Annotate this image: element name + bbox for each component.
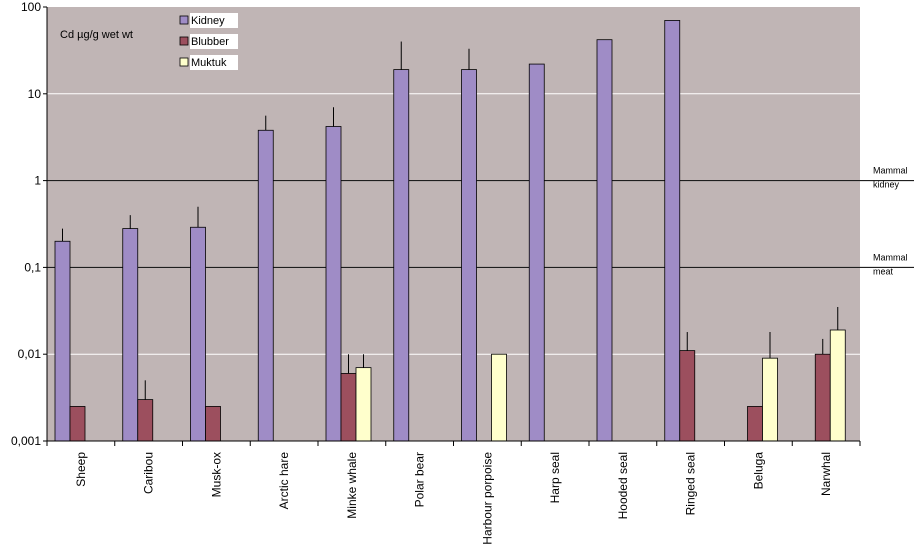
bar-blubber	[205, 406, 221, 442]
legend-label-bg	[190, 34, 238, 49]
bar-kidney	[393, 69, 410, 442]
bar-blubber	[69, 406, 86, 442]
bar-kidney	[596, 39, 613, 442]
category-label: Hooded seal	[616, 452, 630, 519]
bar-blubber	[340, 373, 357, 442]
category-label: Beluga	[751, 452, 765, 490]
bar-muktuk	[762, 357, 778, 442]
y-tick-label: 10	[28, 87, 42, 101]
category-label: Musk-ox	[209, 452, 223, 497]
reference-label: meat	[873, 266, 894, 276]
legend-label: Muktuk	[191, 57, 227, 69]
bar-blubber	[747, 406, 763, 442]
bar-kidney	[664, 20, 681, 442]
category-label: Caribou	[142, 452, 156, 494]
reference-label: Mammal	[873, 252, 908, 262]
category-label: Narwhal	[819, 452, 833, 496]
category-label: Harp seal	[548, 452, 562, 503]
legend: Kidney Blubber Muktuk	[179, 13, 238, 70]
legend-swatch	[179, 15, 189, 25]
y-axis-ticks: 0,001 0,01 0,1 1 10 100	[11, 0, 47, 448]
category-label: Sheep	[74, 452, 88, 487]
bar-kidney	[528, 63, 545, 442]
reference-label: Mammal	[873, 166, 908, 176]
legend-swatch	[179, 57, 189, 67]
bar-blubber	[679, 350, 696, 442]
category-label: Minke whale	[345, 452, 359, 519]
category-label: Arctic hare	[277, 452, 291, 510]
y-tick-label: 0,01	[18, 347, 42, 361]
legend-label: Kidney	[191, 15, 225, 27]
bar-muktuk	[491, 353, 507, 442]
error-bars	[62, 41, 839, 400]
category-label: Ringed seal	[684, 452, 698, 515]
bar-kidney	[122, 228, 139, 442]
legend-swatch	[179, 36, 189, 46]
bar-blubber	[814, 353, 831, 442]
legend-label-bg	[190, 55, 238, 70]
bar-kidney	[461, 69, 477, 442]
bar-muktuk	[829, 329, 846, 442]
bar-blubber	[137, 399, 154, 442]
y-tick-label: 0,001	[11, 434, 41, 448]
bars	[54, 20, 846, 442]
legend-label-bg	[190, 13, 238, 28]
bar-kidney	[257, 129, 274, 442]
category-label: Polar bear	[413, 452, 427, 507]
plot-area	[47, 7, 860, 441]
bar-kidney	[54, 240, 71, 442]
unit-label: Cd µg/g wet wt	[60, 29, 133, 41]
x-axis-categories: Sheep Caribou Musk-ox Arctic hare Minke whal…	[46, 441, 861, 545]
bar-kidney	[190, 226, 206, 442]
bar-kidney	[325, 126, 342, 442]
reference-label: kidney	[873, 180, 900, 190]
bar-muktuk	[355, 367, 372, 442]
legend-label: Blubber	[191, 36, 229, 48]
y-tick-label: 0,1	[24, 260, 41, 274]
category-label: Harbour porpoise	[480, 452, 494, 545]
y-tick-label: 100	[21, 0, 41, 14]
y-tick-label: 1	[34, 174, 41, 188]
